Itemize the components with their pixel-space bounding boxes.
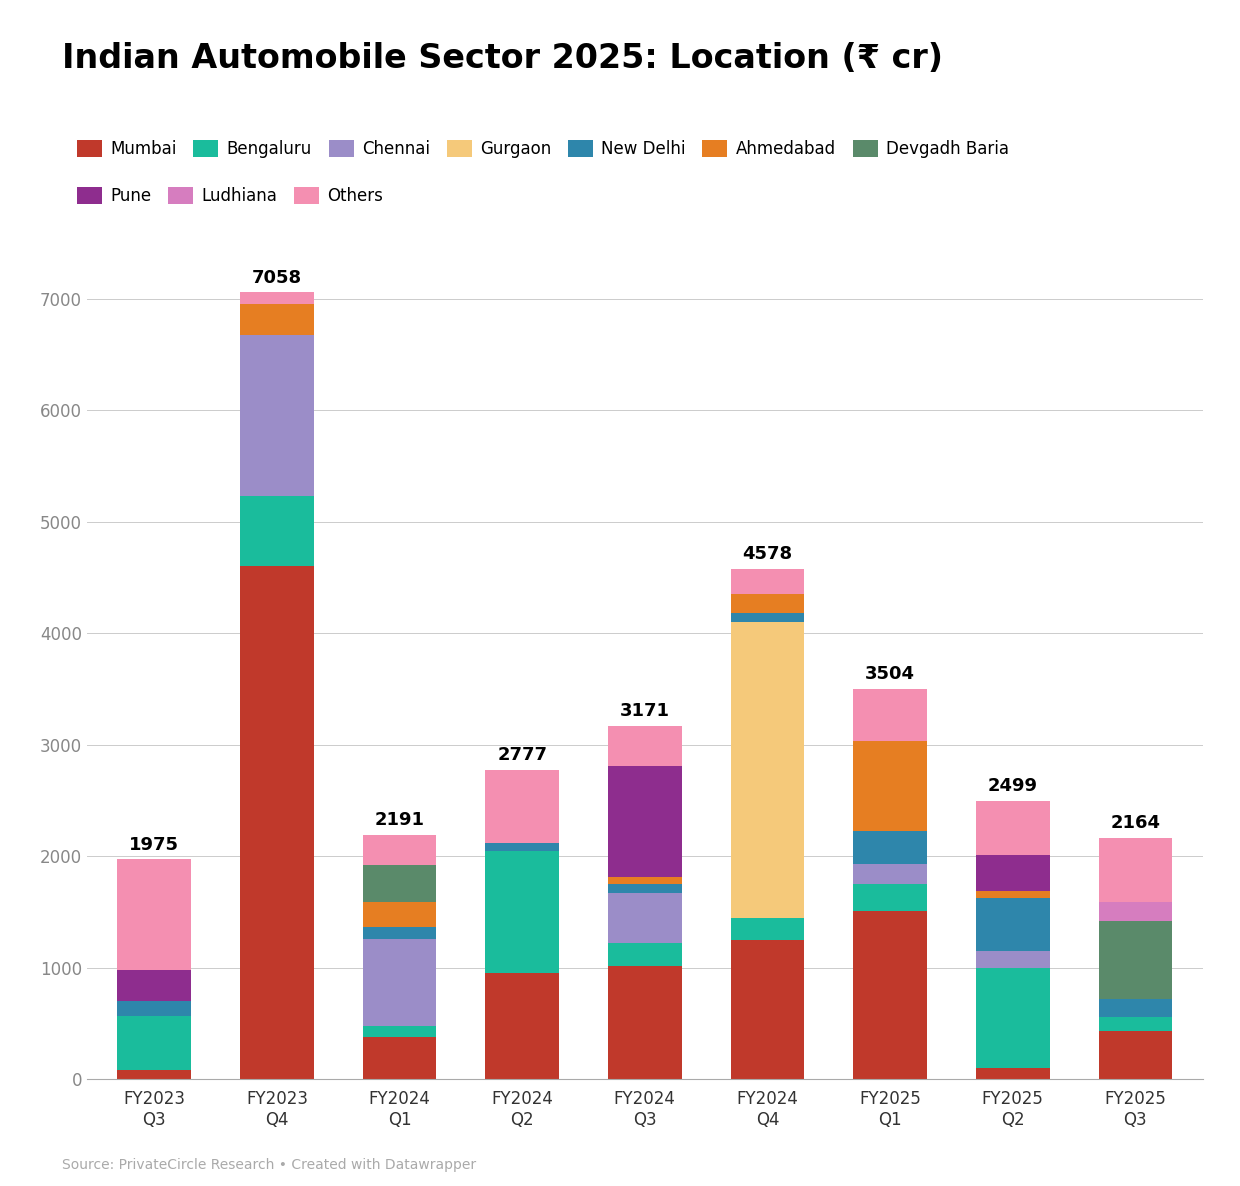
Bar	[363, 1037, 436, 1079]
Text: 7058: 7058	[252, 269, 303, 287]
Bar	[118, 859, 191, 970]
Bar	[976, 891, 1049, 898]
Bar	[363, 926, 436, 939]
Bar	[608, 885, 682, 893]
Bar	[1099, 1032, 1172, 1079]
Bar	[730, 613, 805, 623]
Bar	[853, 689, 926, 741]
Bar	[730, 569, 805, 594]
Bar	[608, 878, 682, 885]
Bar	[730, 594, 805, 613]
Bar	[363, 939, 436, 1026]
Bar	[485, 850, 559, 974]
Bar	[485, 770, 559, 843]
Bar	[853, 911, 926, 1079]
Text: 2777: 2777	[497, 746, 547, 764]
Bar	[118, 1001, 191, 1015]
Bar	[730, 939, 805, 1079]
Bar	[363, 835, 436, 866]
Bar	[976, 898, 1049, 951]
Bar	[363, 903, 436, 926]
Text: 3171: 3171	[620, 702, 670, 720]
Bar	[1099, 1016, 1172, 1032]
Bar	[608, 943, 682, 965]
Bar	[485, 843, 559, 850]
Bar	[241, 305, 314, 334]
Text: 1975: 1975	[129, 835, 180, 854]
Bar	[241, 334, 314, 496]
Bar	[853, 865, 926, 885]
Bar	[1099, 999, 1172, 1016]
Bar	[241, 496, 314, 567]
Text: 2499: 2499	[988, 777, 1038, 795]
Legend: Pune, Ludhiana, Others: Pune, Ludhiana, Others	[71, 180, 389, 212]
Bar	[976, 1069, 1049, 1079]
Bar	[976, 801, 1049, 855]
Bar	[241, 293, 314, 305]
Bar	[853, 741, 926, 830]
Bar	[608, 726, 682, 766]
Bar	[608, 893, 682, 943]
Bar	[976, 968, 1049, 1069]
Bar	[241, 567, 314, 1079]
Bar	[853, 885, 926, 911]
Bar	[1099, 922, 1172, 999]
Bar	[1099, 903, 1172, 922]
Bar	[118, 1070, 191, 1079]
Text: 2164: 2164	[1110, 815, 1161, 833]
Bar	[976, 951, 1049, 968]
Bar	[363, 866, 436, 903]
Bar	[118, 1015, 191, 1070]
Bar	[608, 766, 682, 878]
Bar	[853, 830, 926, 865]
Text: 2191: 2191	[374, 811, 424, 829]
Text: 4578: 4578	[743, 546, 792, 563]
Bar	[118, 970, 191, 1001]
Bar	[485, 974, 559, 1079]
Bar	[730, 918, 805, 939]
Text: 3504: 3504	[866, 665, 915, 683]
Text: Source: PrivateCircle Research • Created with Datawrapper: Source: PrivateCircle Research • Created…	[62, 1158, 476, 1172]
Bar	[363, 1026, 436, 1037]
Bar	[730, 623, 805, 918]
Bar	[976, 855, 1049, 891]
Legend: Mumbai, Bengaluru, Chennai, Gurgaon, New Delhi, Ahmedabad, Devgadh Baria: Mumbai, Bengaluru, Chennai, Gurgaon, New…	[71, 133, 1016, 165]
Bar	[1099, 839, 1172, 903]
Bar	[608, 965, 682, 1079]
Text: Indian Automobile Sector 2025: Location (₹ cr): Indian Automobile Sector 2025: Location …	[62, 42, 942, 75]
